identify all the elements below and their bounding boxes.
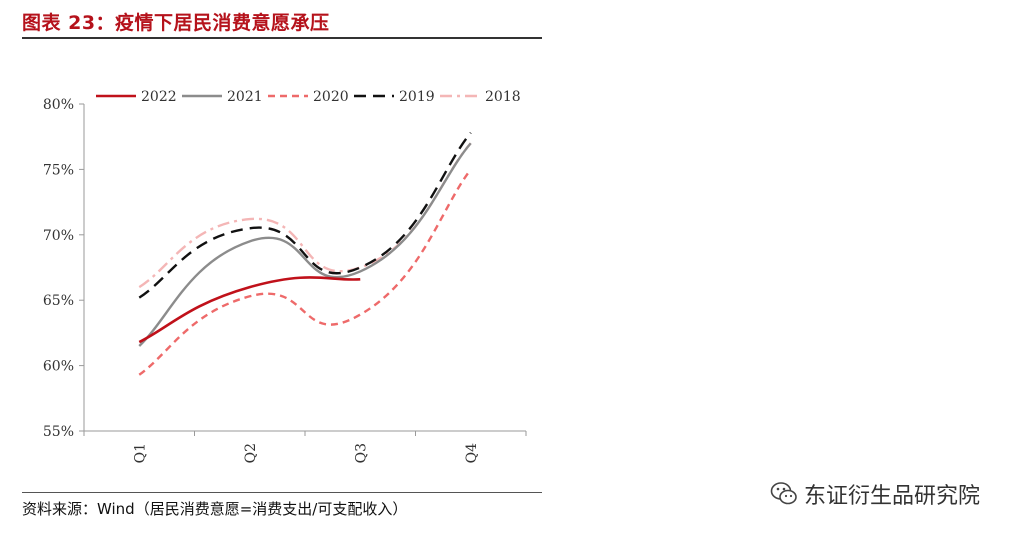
- series-line-2021: [138, 142, 472, 347]
- legend-label-2022: 2022: [141, 89, 177, 105]
- title-divider: [22, 37, 542, 39]
- y-tick-label: 55%: [43, 424, 74, 440]
- legend-label-2021: 2021: [227, 89, 263, 105]
- chart-legend: 2022 2021 2020 2019 2018: [96, 89, 521, 105]
- chart-series: [138, 132, 472, 376]
- wechat-icon: [770, 482, 797, 505]
- y-tick-label: 60%: [43, 359, 74, 375]
- chart-axes: [83, 104, 526, 432]
- source-divider: [22, 492, 542, 493]
- y-axis-ticks: 55% 60% 65% 70% 75% 80%: [43, 97, 84, 440]
- series-line-2022: [138, 276, 361, 344]
- source-note: 资料来源：Wind（居民消费意愿=消费支出/可支配收入）: [22, 500, 408, 518]
- watermark: 东证衍生品研究院: [770, 478, 980, 510]
- chart-title: 图表 23：疫情下居民消费意愿承压: [22, 12, 330, 34]
- series-line-2018: [138, 142, 472, 289]
- series-line-2019: [138, 132, 472, 299]
- x-tick-label: Q4: [464, 443, 480, 463]
- y-tick-label: 70%: [43, 228, 74, 244]
- legend-label-2020: 2020: [313, 89, 349, 105]
- y-tick-label: 75%: [43, 162, 74, 178]
- x-tick-label: Q3: [353, 443, 369, 463]
- y-tick-label: 65%: [43, 293, 74, 309]
- x-axis-ticks: Q1 Q2 Q3 Q4: [83, 431, 527, 463]
- y-tick-label: 80%: [43, 97, 74, 113]
- series-line-2020: [138, 168, 472, 376]
- legend-label-2018: 2018: [485, 89, 521, 105]
- legend-label-2019: 2019: [399, 89, 435, 105]
- watermark-text: 东证衍生品研究院: [804, 484, 981, 509]
- x-tick-label: Q2: [243, 443, 259, 463]
- x-tick-label: Q1: [132, 443, 148, 463]
